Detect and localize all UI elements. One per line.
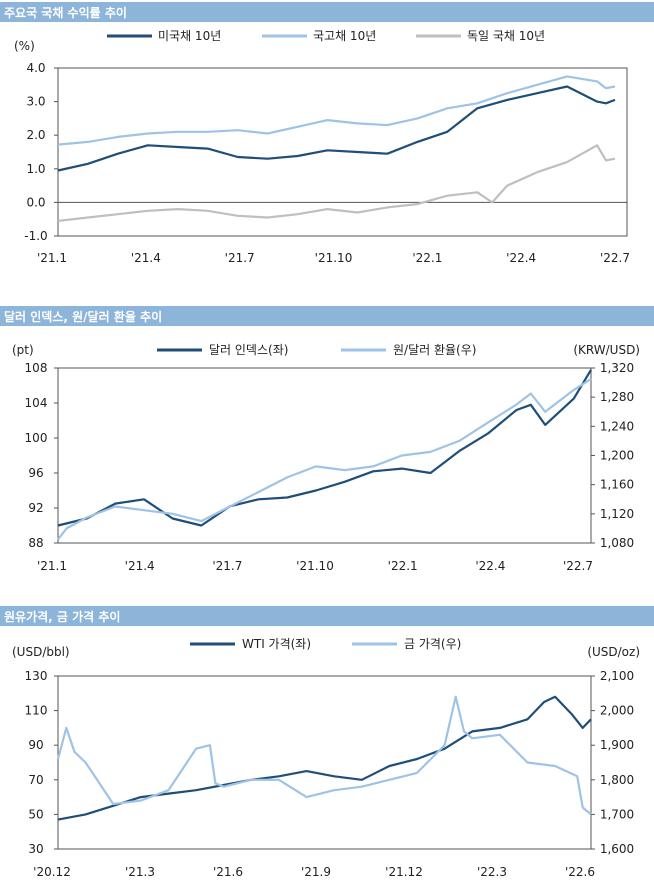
x-tick-label: '21.7 bbox=[212, 559, 242, 573]
plot-frame bbox=[57, 367, 592, 544]
y-tick-label: 1.0 bbox=[26, 162, 45, 176]
y-tick-label: 50 bbox=[28, 807, 43, 821]
x-tick-label: '21.1 bbox=[37, 559, 67, 573]
legend-label-2: 원/달러 환율(우) bbox=[393, 343, 476, 357]
y-unit-right: (KRW/USD) bbox=[573, 343, 640, 357]
plot-frame bbox=[57, 675, 592, 850]
series-line-2 bbox=[57, 75, 616, 146]
x-tick-label: '20.12 bbox=[33, 865, 71, 879]
y-tick-label: -1.0 bbox=[24, 229, 47, 243]
x-tick-label: '21.3 bbox=[125, 865, 155, 879]
x-tick-label: '22.7 bbox=[600, 251, 630, 265]
legend-label-2: 국고채 10년 bbox=[313, 29, 376, 43]
y-right-tick-label: 1,800 bbox=[600, 773, 634, 787]
y-unit-left: (pt) bbox=[12, 343, 34, 357]
x-tick-label: '22.6 bbox=[565, 865, 595, 879]
x-tick-label: '21.7 bbox=[225, 251, 255, 265]
series-line-1 bbox=[57, 369, 592, 527]
y-right-tick-label: 1,600 bbox=[600, 842, 634, 856]
series-line-1 bbox=[57, 85, 616, 172]
y-right-tick-label: 1,160 bbox=[600, 478, 634, 492]
plot-frame bbox=[57, 67, 628, 237]
chart-header bbox=[0, 306, 654, 326]
y-tick-label: 100 bbox=[25, 431, 48, 445]
x-tick-label: '21.6 bbox=[213, 865, 243, 879]
x-tick-label: '21.10 bbox=[296, 559, 334, 573]
chart-2: 달러 인덱스, 원/달러 환율 추이 (pt) (KRW/USD) 108 104 100… bbox=[0, 306, 654, 573]
series-line-2 bbox=[56, 695, 592, 816]
chart-title: 원유가격, 금 가격 추이 bbox=[4, 609, 120, 624]
legend-label-1: 달러 인덱스(좌) bbox=[209, 343, 288, 357]
chart-title: 달러 인덱스, 원/달러 환율 추이 bbox=[4, 309, 162, 324]
y-tick-label: 104 bbox=[25, 396, 48, 410]
y-right-tick-label: 1,080 bbox=[600, 536, 634, 550]
y-unit-left: (USD/bbl) bbox=[12, 645, 70, 659]
legend-label-1: WTI 가격(좌) bbox=[242, 637, 311, 651]
y-tick-label: 90 bbox=[28, 738, 43, 752]
y-tick-label: 2.0 bbox=[26, 128, 45, 142]
y-right-tick-label: 1,200 bbox=[600, 449, 634, 463]
y-right-tick-label: 2,000 bbox=[600, 704, 634, 718]
y-tick-label: 4.0 bbox=[26, 61, 45, 75]
chart-3: 원유가격, 금 가격 추이 (USD/bbl) (USD/oz) 130 110 90 70… bbox=[0, 606, 654, 879]
y-right-tick-label: 1,280 bbox=[600, 390, 634, 404]
y-tick-label: 3.0 bbox=[26, 95, 45, 109]
y-tick-label: 0.0 bbox=[26, 195, 45, 209]
y-tick-label: 70 bbox=[28, 773, 43, 787]
y-tick-label: 88 bbox=[28, 536, 43, 550]
y-tick-label: 130 bbox=[25, 669, 48, 683]
x-tick-label: '22.4 bbox=[475, 559, 505, 573]
x-tick-label: '21.4 bbox=[131, 251, 161, 265]
x-tick-label: '21.12 bbox=[385, 865, 423, 879]
x-tick-label: '22.1 bbox=[412, 251, 442, 265]
x-tick-label: '22.1 bbox=[388, 559, 418, 573]
legend-label-3: 독일 국채 10년 bbox=[467, 29, 545, 43]
y-right-tick-label: 1,120 bbox=[600, 507, 634, 521]
legend-label-2: 금 가격(우) bbox=[404, 637, 461, 651]
y-tick-label: 96 bbox=[28, 466, 43, 480]
y-tick-label: 30 bbox=[28, 842, 43, 856]
series-line-2 bbox=[57, 377, 592, 541]
y-tick-label: 110 bbox=[25, 704, 48, 718]
chart-header bbox=[0, 2, 654, 22]
y-tick-label: 108 bbox=[25, 361, 48, 375]
y-unit-label: (%) bbox=[14, 39, 35, 53]
y-right-tick-label: 1,900 bbox=[600, 738, 634, 752]
x-tick-label: '21.10 bbox=[315, 251, 353, 265]
y-right-tick-label: 2,100 bbox=[600, 669, 634, 683]
legend-label-1: 미국채 10년 bbox=[158, 29, 221, 43]
x-tick-label: '22.4 bbox=[506, 251, 536, 265]
x-tick-label: '21.4 bbox=[125, 559, 155, 573]
x-tick-label: '21.9 bbox=[301, 865, 331, 879]
chart-header bbox=[0, 606, 654, 626]
y-right-tick-label: 1,240 bbox=[600, 419, 634, 433]
chart-1: 주요국 국채 수익률 추이 (%) 4.0 3.0 2.0 1.0 0.0 -1.0 '21.1… bbox=[0, 2, 654, 265]
x-tick-label: '21.1 bbox=[37, 251, 67, 265]
y-unit-right: (USD/oz) bbox=[587, 645, 640, 659]
x-tick-label: '22.7 bbox=[563, 559, 593, 573]
x-tick-label: '22.3 bbox=[477, 865, 507, 879]
chart-title: 주요국 국채 수익률 추이 bbox=[4, 5, 127, 20]
series-line-3 bbox=[57, 144, 616, 222]
y-right-tick-label: 1,320 bbox=[600, 361, 634, 375]
y-right-tick-label: 1,700 bbox=[600, 807, 634, 821]
y-tick-label: 92 bbox=[28, 501, 43, 515]
